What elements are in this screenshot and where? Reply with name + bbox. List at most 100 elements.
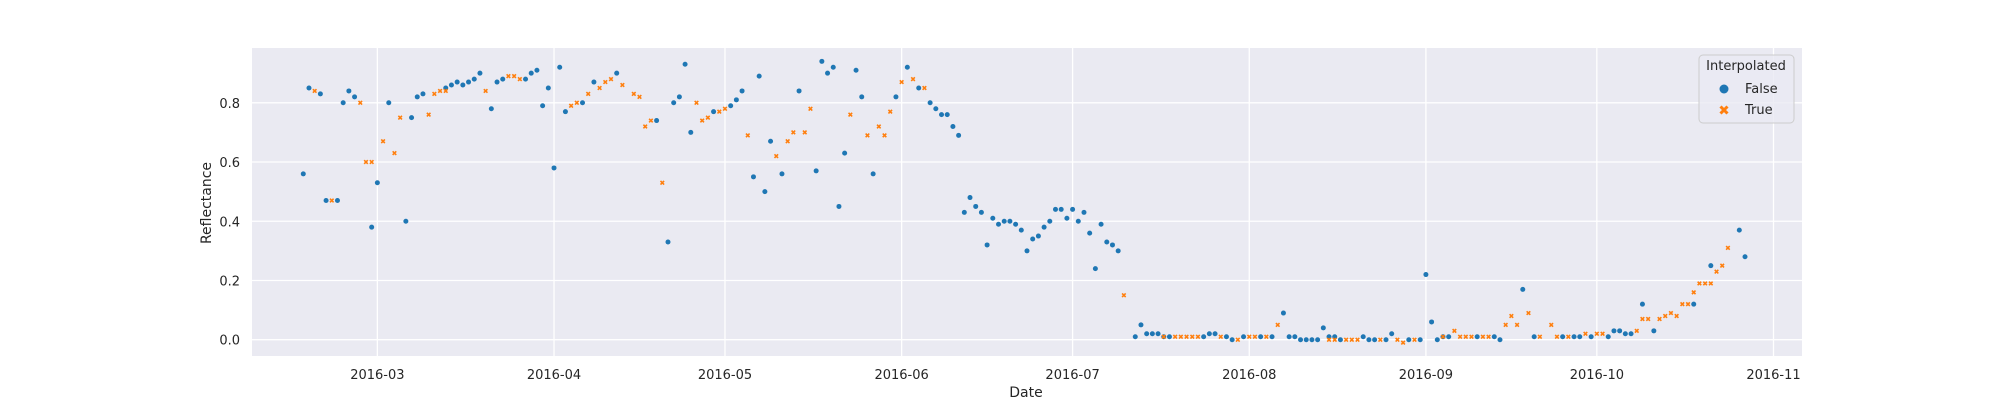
data-point-false (466, 79, 472, 85)
data-point-false (956, 132, 962, 138)
data-point-false (1058, 206, 1064, 212)
data-point-false (825, 70, 831, 76)
data-point-false (796, 88, 802, 94)
data-point-true (602, 79, 608, 85)
x-axis-label: Date (1009, 385, 1042, 400)
data-point-false (671, 100, 677, 106)
data-point-false (1309, 337, 1315, 343)
data-point-false (1423, 272, 1429, 278)
data-point-false (1315, 337, 1321, 343)
data-points (300, 58, 1748, 346)
data-point-true (363, 159, 369, 165)
data-point-true (443, 88, 449, 94)
data-point-true (1526, 310, 1531, 316)
data-point-false (1041, 224, 1047, 230)
data-point-false (916, 85, 922, 91)
data-point-true (1172, 334, 1178, 340)
data-point-true (1583, 331, 1588, 337)
data-point-false (414, 94, 420, 100)
data-point-false (779, 171, 785, 177)
data-point-true (1537, 334, 1543, 340)
data-point-false (939, 112, 945, 118)
data-point-true (1440, 334, 1446, 340)
data-point-true (506, 73, 511, 79)
data-point-false (1577, 334, 1583, 340)
data-point-true (722, 106, 728, 112)
data-point-false (454, 79, 460, 85)
data-point-true (910, 76, 916, 82)
data-point-false (1491, 334, 1497, 340)
data-point-true (716, 109, 722, 115)
y-tick-label: 0.2 (219, 274, 240, 289)
data-point-true (773, 153, 779, 159)
data-point-true (790, 130, 796, 135)
data-point-false (1531, 334, 1537, 340)
data-point-true (1332, 337, 1338, 343)
data-point-true (369, 159, 375, 165)
data-point-false (488, 106, 494, 112)
data-point-false (1742, 254, 1748, 260)
data-point-false (540, 103, 546, 109)
data-point-false (1132, 334, 1138, 340)
data-point-false (1018, 227, 1024, 233)
data-point-false (1434, 337, 1440, 343)
data-point-false (1292, 334, 1298, 340)
data-point-true (483, 88, 489, 94)
data-point-true (585, 91, 591, 97)
data-point-false (990, 215, 996, 221)
data-point-false (842, 150, 848, 156)
data-point-true (1548, 322, 1554, 328)
data-point-false (523, 76, 529, 82)
data-point-true (1685, 301, 1691, 307)
x-tick-label: 2016-08 (1222, 368, 1276, 383)
data-point-false (1115, 248, 1121, 254)
data-point-false (352, 94, 358, 100)
data-point-false (933, 106, 939, 112)
data-point-false (1372, 337, 1378, 343)
data-point-true (1662, 313, 1668, 319)
data-point-false (978, 209, 984, 215)
data-point-true (357, 100, 363, 106)
data-point-false (1622, 331, 1628, 337)
data-point-false (853, 67, 859, 73)
data-point-true (431, 91, 437, 97)
data-point-false (1298, 337, 1304, 343)
data-point-false (1144, 331, 1150, 337)
data-point-true (882, 132, 887, 138)
data-point-false (1571, 334, 1577, 340)
data-point-false (1052, 206, 1058, 212)
data-point-false (819, 58, 825, 64)
legend-title: Interpolated (1706, 59, 1786, 74)
data-point-true (1668, 310, 1674, 316)
data-point-false (870, 171, 876, 177)
data-point-true (876, 124, 882, 129)
data-point-true (1275, 322, 1281, 328)
data-point-true (1674, 313, 1679, 319)
data-point-false (1736, 227, 1742, 233)
data-point-false (346, 88, 352, 94)
data-point-false (1024, 248, 1030, 254)
data-point-true (1657, 316, 1662, 322)
data-point-false (1406, 337, 1412, 343)
data-point-false (1081, 209, 1087, 215)
data-point-false (369, 224, 375, 230)
data-point-false (836, 203, 842, 209)
legend-marker-false (1719, 84, 1729, 94)
data-point-false (614, 70, 620, 76)
data-point-false (1075, 218, 1081, 224)
data-point-false (1639, 301, 1645, 307)
data-point-true (397, 115, 403, 120)
data-point-true (620, 82, 625, 88)
data-point-false (1155, 331, 1161, 337)
data-point-true (1640, 316, 1645, 322)
data-point-false (1087, 230, 1093, 236)
data-point-true (1514, 322, 1520, 328)
data-point-false (1241, 334, 1247, 340)
data-point-false (1651, 328, 1657, 334)
x-tick-label: 2016-07 (1045, 368, 1099, 383)
data-point-false (1280, 310, 1286, 316)
data-point-false (374, 180, 380, 186)
data-point-false (1166, 334, 1172, 340)
data-point-false (654, 118, 660, 124)
data-point-false (500, 76, 506, 82)
